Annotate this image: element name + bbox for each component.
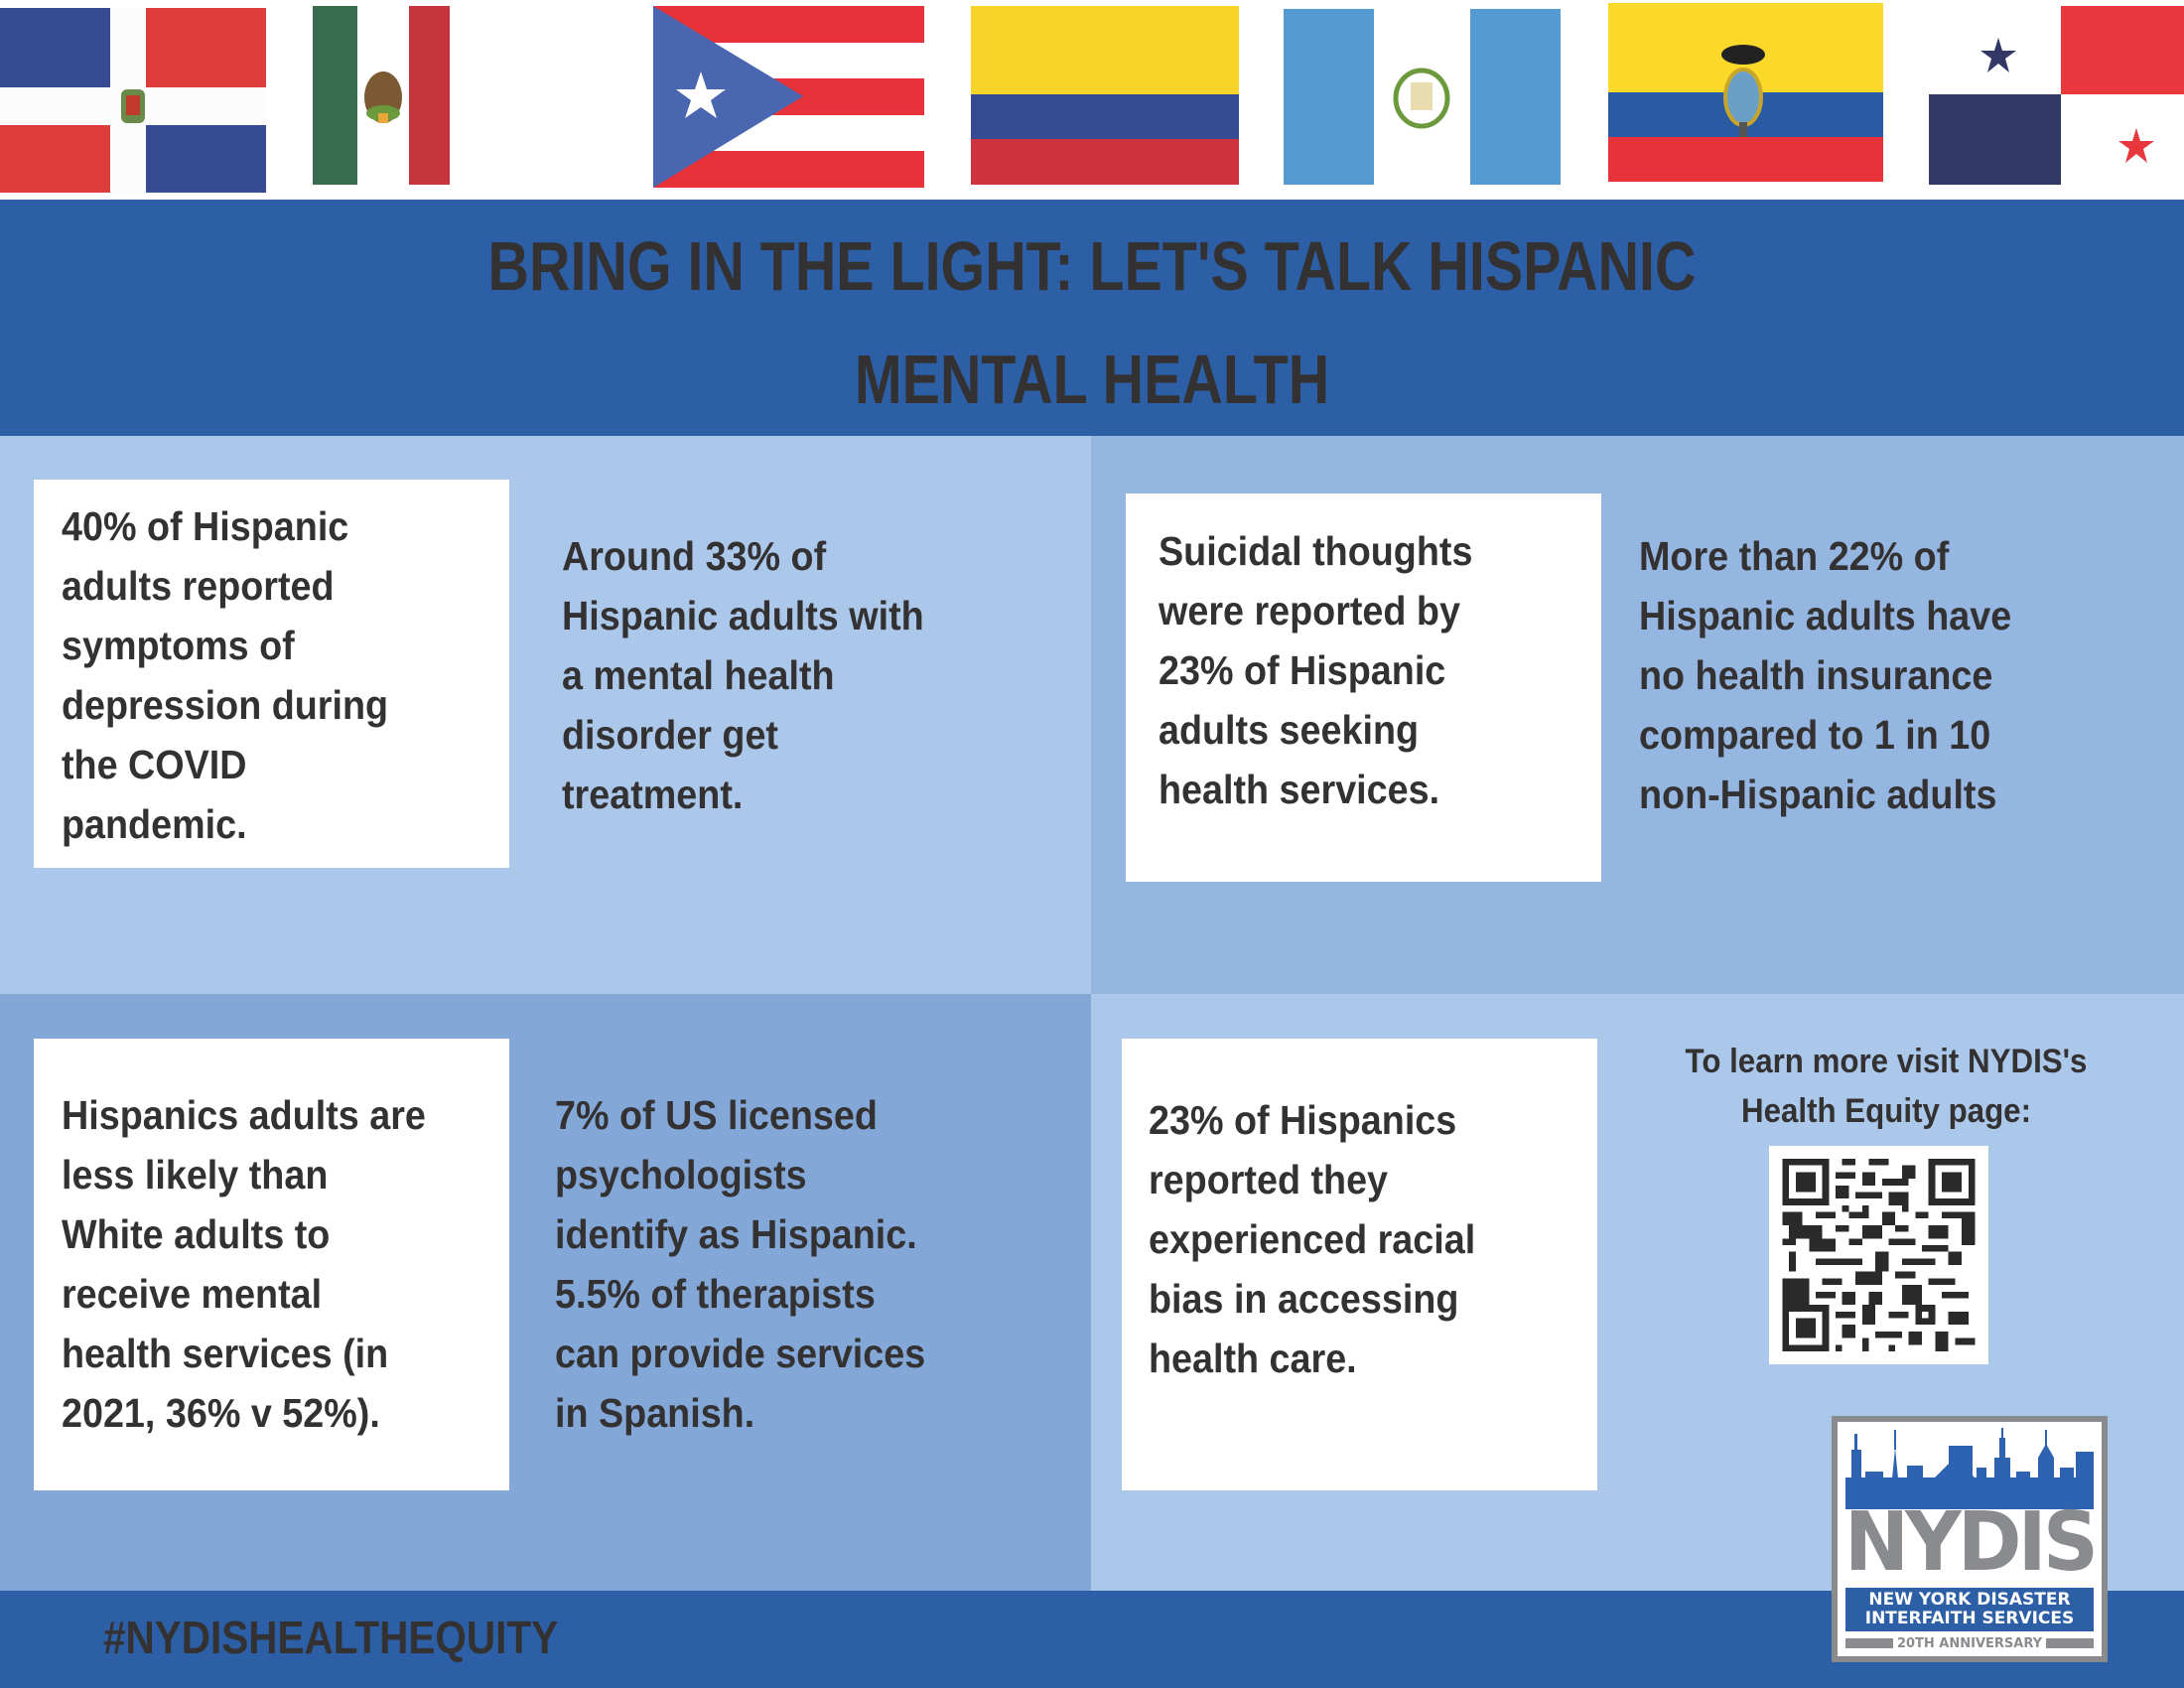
stat-card-depression — [34, 480, 509, 868]
logo-org-name: NEW YORK DISASTER INTERFAITH SERVICES — [1845, 1588, 2094, 1631]
footer-band — [0, 1591, 2184, 1688]
logo-anniversary: 20TH ANNIVERSARY — [1845, 1634, 2094, 1652]
guatemala-flag — [1284, 9, 1561, 185]
nyc-skyline-icon — [1845, 1428, 2094, 1509]
nydis-logo: NYDIS NEW YORK DISASTER INTERFAITH SERVI… — [1832, 1416, 2108, 1662]
ecuador-flag — [1608, 3, 1883, 182]
panama-flag — [1929, 6, 2184, 185]
stat-suicidal: Suicidal thoughts were reported by 23% o… — [1159, 528, 1473, 812]
stat-services: Hispanics adults are less likely than Wh… — [62, 1092, 426, 1436]
stat-card-bias — [1122, 1039, 1597, 1490]
logo-wordmark: NYDIS — [1843, 1495, 2099, 1590]
stat-card-services — [34, 1039, 509, 1490]
header-band — [0, 200, 2184, 436]
divider — [1845, 1638, 1893, 1648]
divider — [2046, 1638, 2094, 1648]
stat-depression: 40% of Hispanic adults reported symptoms… — [62, 503, 389, 847]
stat-psychologists: 7% of US licensed psychologists identify… — [555, 1092, 926, 1436]
page-title-line-1: BRING IN THE LIGHT: LET'S TALK HISPANIC — [487, 227, 1697, 305]
learn-more-text: To learn more visit NYDIS's Health Equit… — [1685, 1043, 2088, 1130]
page-title-line-2: MENTAL HEALTH — [854, 341, 1330, 418]
dominican-republic-flag — [0, 8, 266, 193]
stat-insurance: More than 22% of Hispanic adults have no… — [1639, 533, 2012, 817]
qr-code-icon[interactable] — [1769, 1146, 1988, 1364]
stat-treatment: Around 33% of Hispanic adults with a men… — [562, 533, 924, 817]
puerto-rico-flag — [653, 6, 924, 188]
mexico-flag — [313, 6, 604, 185]
logo-anniversary-text: 20TH ANNIVERSARY — [1896, 1635, 2043, 1651]
footer-hashtag: #NYDISHEALTHEQUITY — [103, 1612, 559, 1663]
stat-card-suicidal — [1126, 493, 1601, 882]
stat-bias: 23% of Hispanics reported they experienc… — [1149, 1097, 1476, 1381]
colombia-flag — [971, 6, 1239, 185]
